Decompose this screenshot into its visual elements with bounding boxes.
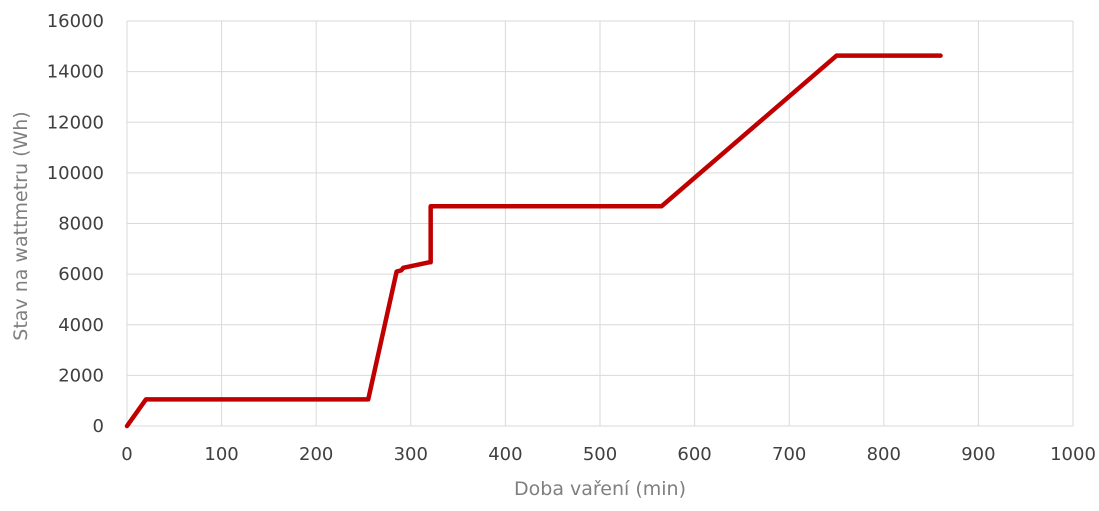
y-axis-ticks: 0 2000 4000 6000 8000 10000 12000 14000 16000 <box>47 11 104 437</box>
x-tick-label: 200 <box>299 444 333 465</box>
x-tick-label: 0 <box>121 444 132 465</box>
gridlines <box>126 20 1074 427</box>
x-axis-ticks: 0 100 200 300 400 500 600 700 800 900 1000 <box>121 444 1096 465</box>
y-tick-label: 12000 <box>47 112 104 133</box>
x-tick-label: 700 <box>772 444 806 465</box>
x-tick-label: 500 <box>583 444 617 465</box>
x-tick-label: 400 <box>488 444 522 465</box>
x-tick-label: 300 <box>394 444 428 465</box>
x-tick-label: 1000 <box>1050 444 1096 465</box>
x-axis-title: Doba vaření (min) <box>514 478 686 500</box>
y-axis-title: Stav na wattmetru (Wh) <box>10 111 32 340</box>
y-tick-label: 14000 <box>47 62 104 83</box>
x-tick-label: 800 <box>867 444 901 465</box>
x-tick-label: 600 <box>677 444 711 465</box>
series-layer <box>124 53 943 429</box>
series-line <box>124 53 943 429</box>
y-tick-label: 2000 <box>58 365 104 386</box>
x-tick-label: 900 <box>961 444 995 465</box>
y-tick-label: 4000 <box>58 315 104 336</box>
y-tick-label: 6000 <box>58 264 104 285</box>
y-tick-label: 0 <box>93 416 104 437</box>
x-tick-label: 100 <box>204 444 238 465</box>
y-tick-label: 10000 <box>47 163 104 184</box>
y-tick-label: 8000 <box>58 214 104 235</box>
y-tick-label: 16000 <box>47 11 104 32</box>
